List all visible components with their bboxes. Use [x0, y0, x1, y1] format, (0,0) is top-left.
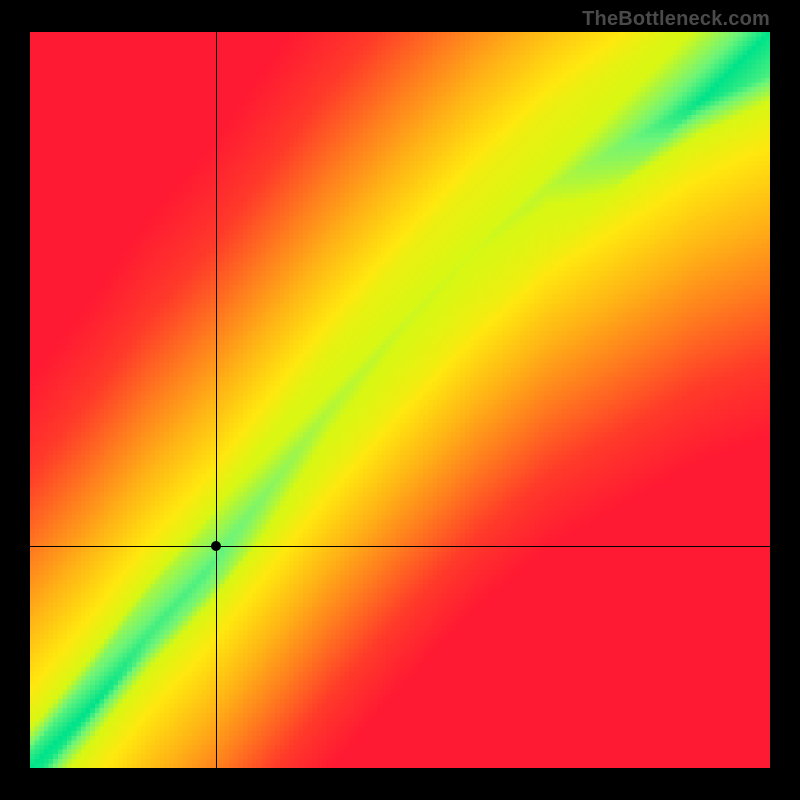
bottleneck-heatmap	[30, 32, 770, 768]
crosshair-horizontal	[30, 546, 770, 547]
plot-area	[30, 32, 770, 768]
crosshair-vertical	[216, 32, 217, 768]
watermark-text: TheBottleneck.com	[582, 8, 770, 31]
chart-frame: TheBottleneck.com	[0, 0, 800, 800]
